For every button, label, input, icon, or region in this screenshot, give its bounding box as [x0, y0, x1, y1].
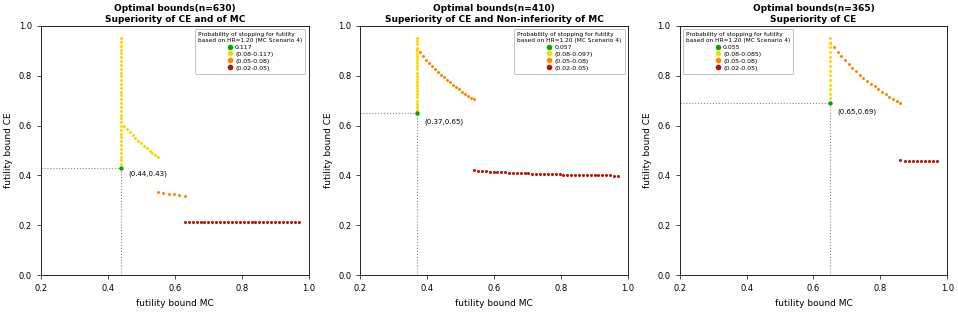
- Title: Optimal bounds(n=365)
Superiority of CE: Optimal bounds(n=365) Superiority of CE: [753, 4, 875, 24]
- Y-axis label: futility bound CE: futility bound CE: [324, 113, 332, 188]
- Legend: 0.117, (0.08-0.117), (0.05-0.08), (0.02-0.05): 0.117, (0.08-0.117), (0.05-0.08), (0.02-…: [194, 29, 306, 74]
- Y-axis label: futility bound CE: futility bound CE: [643, 113, 651, 188]
- Legend: 0.057, (0.08-0.097), (0.05-0.08), (0.02-0.05): 0.057, (0.08-0.097), (0.05-0.08), (0.02-…: [514, 29, 625, 74]
- Text: (0.65,0.69): (0.65,0.69): [837, 108, 876, 115]
- Title: Optimal bounds(n=410)
Superiority of CE and Non-inferiority of MC: Optimal bounds(n=410) Superiority of CE …: [385, 4, 604, 24]
- X-axis label: futility bound MC: futility bound MC: [775, 299, 853, 308]
- X-axis label: futility bound MC: futility bound MC: [136, 299, 214, 308]
- Text: (0.44,0.43): (0.44,0.43): [128, 170, 167, 177]
- Text: (0.37,0.65): (0.37,0.65): [423, 118, 463, 124]
- Legend: 0.055, (0.08-0.085), (0.05-0.08), (0.02-0.05): 0.055, (0.08-0.085), (0.05-0.08), (0.02-…: [683, 29, 793, 74]
- Title: Optimal bounds(n=630)
Superiority of CE and of MC: Optimal bounds(n=630) Superiority of CE …: [104, 4, 245, 24]
- X-axis label: futility bound MC: futility bound MC: [455, 299, 533, 308]
- Y-axis label: futility bound CE: futility bound CE: [4, 113, 13, 188]
